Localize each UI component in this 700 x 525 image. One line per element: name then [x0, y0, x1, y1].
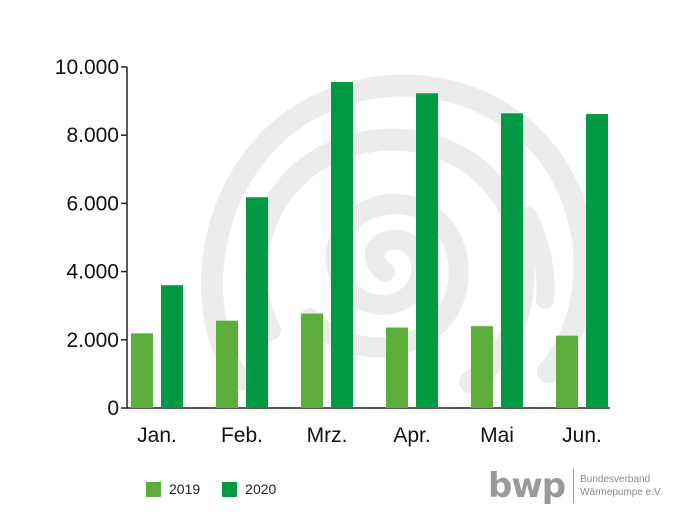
bar-2020-apr: [416, 93, 438, 408]
y-tick-label: 8.000: [66, 124, 119, 147]
x-tick-label: Jan.: [137, 424, 177, 447]
x-tick-label: Apr.: [393, 424, 430, 447]
bar-2019-feb: [216, 320, 238, 408]
legend-item-2020: 2020: [222, 481, 276, 497]
bars: [131, 82, 608, 409]
legend-swatch-2020: [222, 481, 238, 497]
bar-2020-mai: [501, 113, 523, 408]
x-tick-label: Mrz.: [307, 424, 348, 447]
bar-2019-jun: [556, 335, 578, 408]
y-tick-label: 6.000: [66, 192, 119, 215]
y-tick-label: 4.000: [66, 261, 119, 284]
bar-2020-mrz: [331, 82, 353, 408]
legend-swatch-2019: [146, 481, 161, 497]
x-tick-label: Mai: [480, 424, 514, 447]
bar-2019-mai: [471, 326, 493, 408]
y-tick-label: 2.000: [66, 329, 119, 352]
logo-divider: [573, 469, 575, 503]
legend-label-2019: 2019: [169, 481, 201, 497]
logo-wordmark: bwp: [488, 466, 566, 506]
bar-2020-jan: [161, 285, 183, 408]
y-axis-ticks: 0 2.000 4.000 6.000 8.000 10.000: [55, 56, 127, 420]
bar-chart: 0 2.000 4.000 6.000 8.000 10.000 Jan. Feb. Mrz.…: [55, 56, 610, 447]
y-tick-label: 0: [107, 397, 119, 420]
legend-item-2019: 2019: [146, 481, 200, 497]
bar-2019-apr: [386, 327, 408, 408]
bar-2020-feb: [246, 197, 268, 408]
x-axis-labels: Jan. Feb. Mrz. Apr. Mai Jun.: [137, 424, 602, 447]
x-tick-label: Feb.: [221, 424, 263, 447]
logo-org-name: Bundesverband Wärmepumpe e.V.: [580, 473, 662, 499]
logo-line-2: Wärmepumpe e.V.: [580, 487, 663, 498]
bar-2020-jun: [586, 114, 608, 409]
bwp-logo: bwp Bundesverband Wärmepumpe e.V.: [488, 466, 663, 506]
bar-2019-jan: [131, 333, 153, 408]
logo-line-1: Bundesverband: [580, 474, 651, 485]
x-tick-label: Jun.: [562, 424, 602, 447]
legend: 2019 2020: [146, 481, 298, 497]
y-tick-label: 10.000: [55, 56, 119, 79]
bar-2019-mrz: [301, 313, 323, 408]
legend-label-2020: 2020: [245, 481, 277, 497]
